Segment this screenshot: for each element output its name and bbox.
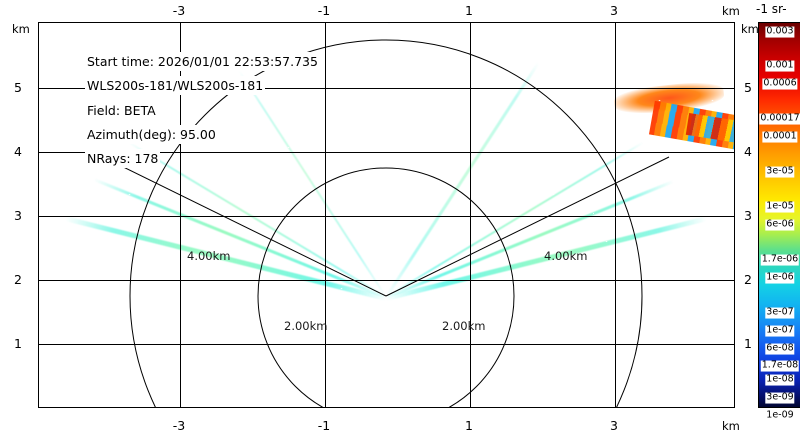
colorbar-tick: 3e-07	[765, 306, 795, 319]
y-axis-unit-left: km	[12, 22, 30, 36]
y-tick-right: 1	[744, 336, 752, 351]
y-axis-unit-right: km	[741, 22, 759, 36]
gridline-vertical	[180, 23, 181, 407]
y-tick-left: 2	[14, 272, 22, 287]
colorbar-tick: 0.00017	[759, 112, 800, 125]
y-tick-left: 5	[14, 80, 22, 95]
elevation-ray	[102, 156, 387, 297]
range-ring-2km	[257, 167, 515, 407]
gridline-vertical	[325, 23, 326, 407]
colorbar-tick: 6e-08	[765, 342, 795, 355]
annotation-start-time: Start time: 2026/01/01 22:53:57.735	[85, 52, 320, 71]
x-tick-bottom: 3	[610, 418, 618, 433]
colorbar-tick: 6e-06	[765, 218, 795, 231]
range-ring-label: 2.00km	[442, 319, 485, 333]
colorbar-tick: 0.0006	[762, 77, 798, 90]
gridline-horizontal	[39, 152, 734, 153]
range-ring-label: 4.00km	[187, 249, 230, 263]
annotation-nrays: NRays: 178	[85, 149, 161, 169]
colorbar-tick: 0.003	[765, 25, 795, 38]
gridline-vertical	[615, 23, 616, 407]
annotation-instrument: WLS200s-181/WLS200s-181	[85, 76, 266, 96]
colorbar[interactable]: 0.003 0.001 0.0006 0.00017 0.0001 3e-05 …	[758, 22, 800, 422]
x-tick-bottom: -1	[317, 418, 331, 433]
colorbar-tick: 3e-09	[765, 391, 795, 404]
elevation-ray	[385, 156, 670, 297]
colorbar-tick: 1.7e-06	[760, 253, 800, 266]
colorbar-tick: 3e-05	[765, 165, 795, 178]
colorbar-tick: 0.0001	[762, 130, 798, 143]
y-tick-right: 2	[744, 272, 752, 287]
x-tick-bottom: 1	[465, 418, 473, 433]
y-tick-left: 4	[14, 144, 22, 159]
colorbar-tick: 1.7e-08	[760, 359, 800, 372]
gridline-vertical	[470, 23, 471, 407]
range-ring-label: 4.00km	[544, 249, 587, 263]
annotation-azimuth: Azimuth(deg): 95.00	[85, 124, 218, 144]
y-tick-right: 3	[744, 208, 752, 223]
x-tick-top: -1	[317, 3, 331, 18]
annotation-field: Field: BETA	[85, 100, 158, 120]
x-tick-top: -3	[172, 3, 186, 18]
annotation-block: Start time: 2026/01/01 22:53:57.735 WLS2…	[85, 49, 320, 171]
y-tick-left: 1	[14, 336, 22, 351]
gridline-horizontal	[39, 88, 734, 89]
gridline-horizontal	[39, 280, 734, 281]
x-tick-bottom: -3	[172, 418, 186, 433]
x-axis-unit-top: km	[722, 4, 740, 18]
colorbar-tick: 1e-08	[765, 373, 795, 386]
colorbar-tick: 1e-07	[765, 324, 795, 337]
x-tick-top: 3	[610, 3, 618, 18]
y-tick-left: 3	[14, 208, 22, 223]
y-tick-right: 5	[744, 80, 752, 95]
range-ring-4km	[129, 39, 643, 407]
colorbar-unit-label: -1 sr-	[756, 2, 787, 16]
plot-area: 4.00km 4.00km 2.00km 2.00km Start time: …	[38, 22, 735, 408]
x-axis-unit-bottom: km	[722, 419, 740, 433]
colorbar-tick: 1e-06	[765, 271, 795, 284]
colorbar-tick: 0.001	[765, 59, 795, 72]
y-tick-right: 4	[744, 144, 752, 159]
gridline-horizontal	[39, 216, 734, 217]
x-tick-top: 1	[465, 3, 473, 18]
colorbar-tick: 1e-05	[765, 200, 795, 213]
range-ring-label: 2.00km	[284, 319, 327, 333]
colorbar-tick: 1e-09	[765, 409, 795, 422]
gridline-horizontal	[39, 344, 734, 345]
range-rings: 4.00km 4.00km 2.00km 2.00km	[102, 39, 670, 407]
